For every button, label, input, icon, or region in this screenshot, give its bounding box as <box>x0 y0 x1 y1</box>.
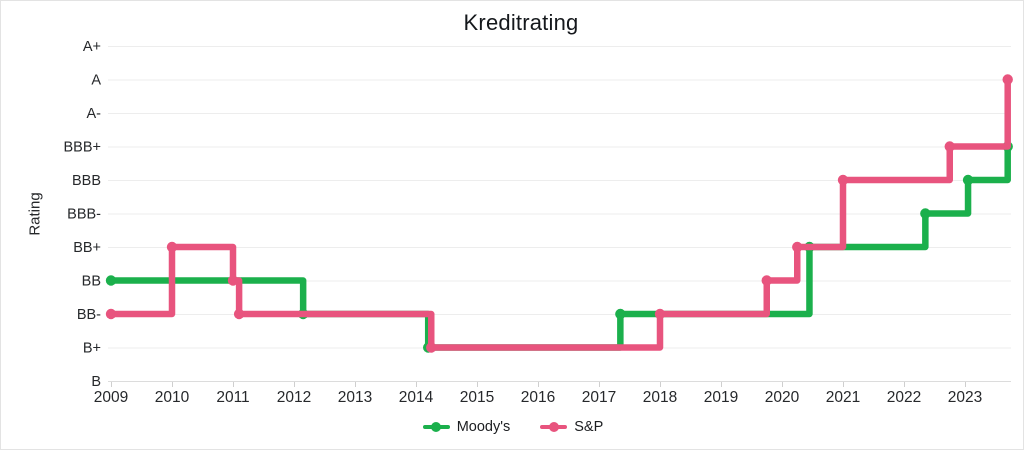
data-point-marker[interactable] <box>792 241 803 253</box>
legend-dot-icon <box>431 422 442 432</box>
x-axis-label: 2016 <box>521 389 555 406</box>
data-point-marker[interactable] <box>944 141 955 152</box>
x-axis-label: 2020 <box>765 389 800 406</box>
y-axis-label: BB- <box>77 307 101 323</box>
legend-dot-icon <box>548 422 559 432</box>
x-axis-label: 2023 <box>948 389 982 406</box>
x-axis-label: 2013 <box>338 389 372 406</box>
data-point-marker[interactable] <box>837 174 849 186</box>
x-axis-label: 2012 <box>277 389 311 406</box>
x-axis-label: 2021 <box>826 389 860 406</box>
x-axis-label: 2010 <box>155 389 190 406</box>
data-point-marker[interactable] <box>227 275 239 286</box>
y-axis-label: BB+ <box>73 240 101 256</box>
y-axis-label: B+ <box>83 341 101 357</box>
x-axis-label: 2015 <box>460 389 494 406</box>
y-axis-label: A <box>91 73 101 89</box>
x-axis-label: 2019 <box>704 389 738 406</box>
legend-line-icon <box>540 422 568 432</box>
legend-label: Moody's <box>456 419 511 435</box>
y-axis-label: BBB+ <box>64 140 101 156</box>
x-axis-label: 2011 <box>216 389 249 406</box>
y-axis-label: A+ <box>83 39 101 55</box>
data-point-marker[interactable] <box>426 342 437 353</box>
legend-label: S&P <box>574 419 604 435</box>
x-axis: 2009 2010 2011 2012 2013 2014 2015 2016 2017 2018… <box>94 381 1011 406</box>
y-axis-label: BBB- <box>67 207 101 223</box>
x-axis-label: 2022 <box>887 389 921 406</box>
data-point-marker[interactable] <box>166 241 178 253</box>
data-point-marker[interactable] <box>615 308 626 320</box>
x-axis-label: 2018 <box>643 389 677 406</box>
y-axis-label: BB <box>82 274 101 290</box>
data-point-marker[interactable] <box>1002 74 1013 85</box>
x-axis-label: 2009 <box>94 389 128 406</box>
legend-item-moodys[interactable]: Moody's <box>422 419 511 435</box>
x-axis-label: 2017 <box>582 389 616 406</box>
data-point-marker[interactable] <box>105 308 117 320</box>
legend-item-sp[interactable]: S&P <box>540 419 603 435</box>
data-point-marker[interactable] <box>962 174 974 186</box>
data-point-marker[interactable] <box>233 308 245 320</box>
chart-title: Kreditrating <box>463 10 579 35</box>
legend: Moody's S&P <box>1 419 1023 435</box>
data-point-marker[interactable] <box>105 275 117 286</box>
series-layer <box>105 74 1013 353</box>
x-axis-label: 2014 <box>399 389 434 406</box>
legend-line-icon <box>422 422 450 432</box>
series-sp[interactable] <box>105 74 1013 353</box>
gridlines <box>108 46 1011 382</box>
y-axis-label: B <box>91 374 101 390</box>
data-point-marker[interactable] <box>920 208 931 219</box>
data-point-marker[interactable] <box>654 308 666 320</box>
data-point-marker[interactable] <box>761 275 772 286</box>
y-axis-label: BBB <box>72 173 101 189</box>
y-axis-label: A- <box>87 106 102 122</box>
